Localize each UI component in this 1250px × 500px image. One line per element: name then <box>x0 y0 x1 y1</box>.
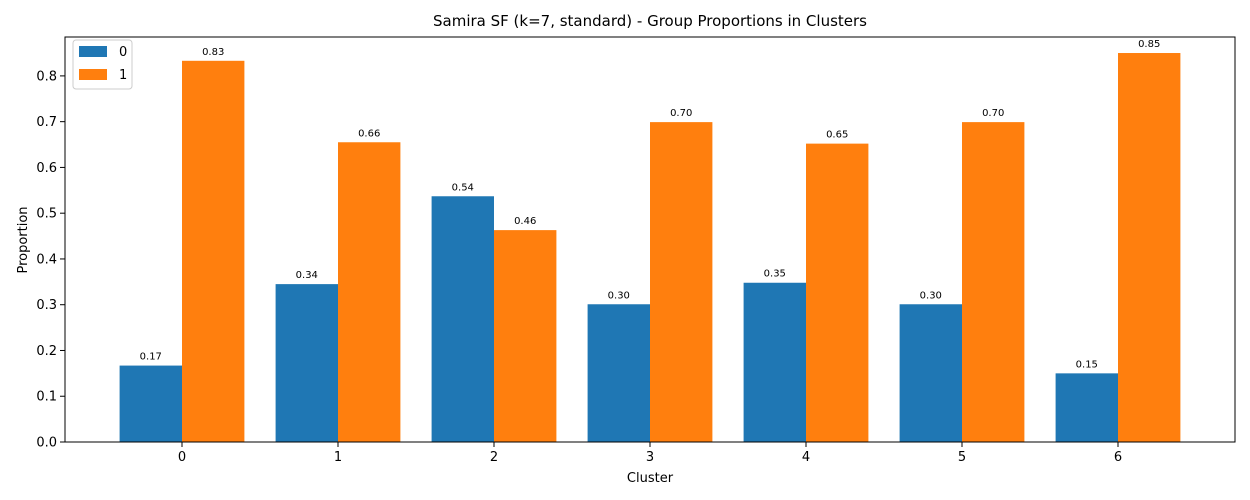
bar-value-label: 0.70 <box>982 108 1004 119</box>
bar-value-label: 0.15 <box>1076 359 1098 370</box>
bar-series-0 <box>1055 373 1118 442</box>
x-axis-label: Cluster <box>627 471 674 486</box>
bar-value-label: 0.17 <box>140 352 162 363</box>
bar-series-1 <box>650 122 713 442</box>
bar-value-label: 0.85 <box>1138 39 1160 50</box>
bar-value-label: 0.66 <box>358 128 380 139</box>
y-tick-label: 0.5 <box>36 207 57 222</box>
y-tick-label: 0.4 <box>36 252 57 267</box>
y-tick-label: 0.0 <box>36 436 57 451</box>
bar-value-label: 0.30 <box>608 290 630 301</box>
bar-series-1 <box>1118 53 1181 443</box>
x-tick-label: 3 <box>646 450 654 465</box>
bar-value-label: 0.34 <box>296 270 318 281</box>
bar-value-label: 0.65 <box>826 130 848 141</box>
y-tick-label: 0.1 <box>36 390 57 405</box>
x-tick-label: 4 <box>802 450 810 465</box>
bar-series-0 <box>431 196 494 442</box>
bar-value-label: 0.70 <box>670 108 692 119</box>
bar-value-label: 0.35 <box>764 269 786 280</box>
bar-series-1 <box>494 230 557 442</box>
bar-series-0 <box>899 304 962 442</box>
y-tick-label: 0.6 <box>36 161 57 176</box>
bar-series-1 <box>182 60 245 443</box>
bar-value-label: 0.30 <box>920 290 942 301</box>
bar-value-label: 0.54 <box>452 182 474 193</box>
x-tick-label: 2 <box>490 450 498 465</box>
y-tick-label: 0.7 <box>36 115 57 130</box>
bar-value-label: 0.83 <box>202 47 224 58</box>
bar-series-1 <box>338 142 401 442</box>
y-tick-label: 0.2 <box>36 344 57 359</box>
bar-series-1 <box>806 143 869 442</box>
bar-value-label: 0.46 <box>514 216 536 227</box>
y-tick-label: 0.8 <box>36 69 57 84</box>
legend-swatch-series-0 <box>79 46 107 57</box>
legend-label-series-0: 0 <box>119 45 127 60</box>
x-tick-label: 6 <box>1114 450 1122 465</box>
chart-title: Samira SF (k=7, standard) - Group Propor… <box>433 12 867 30</box>
y-tick-label: 0.3 <box>36 298 57 313</box>
legend-swatch-series-1 <box>79 69 107 80</box>
x-tick-label: 1 <box>334 450 342 465</box>
x-tick-label: 5 <box>958 450 966 465</box>
x-tick-label: 0 <box>178 450 186 465</box>
legend-label-series-1: 1 <box>119 68 127 83</box>
bar-series-0 <box>587 304 650 442</box>
plot-frame <box>64 36 1236 443</box>
bar-series-0 <box>275 284 338 442</box>
bar-series-0 <box>743 282 806 442</box>
plot-area: 0.0 0.1 0.2 0.3 0.4 0.5 0.6 0.7 0.8 0 1 2 3 4 5 6 0.17 0.… <box>36 39 1181 465</box>
bar-series-0 <box>119 365 182 442</box>
y-axis-label: Proportion <box>16 206 31 273</box>
legend: 0 1 <box>72 39 133 90</box>
bar-series-1 <box>962 122 1025 442</box>
